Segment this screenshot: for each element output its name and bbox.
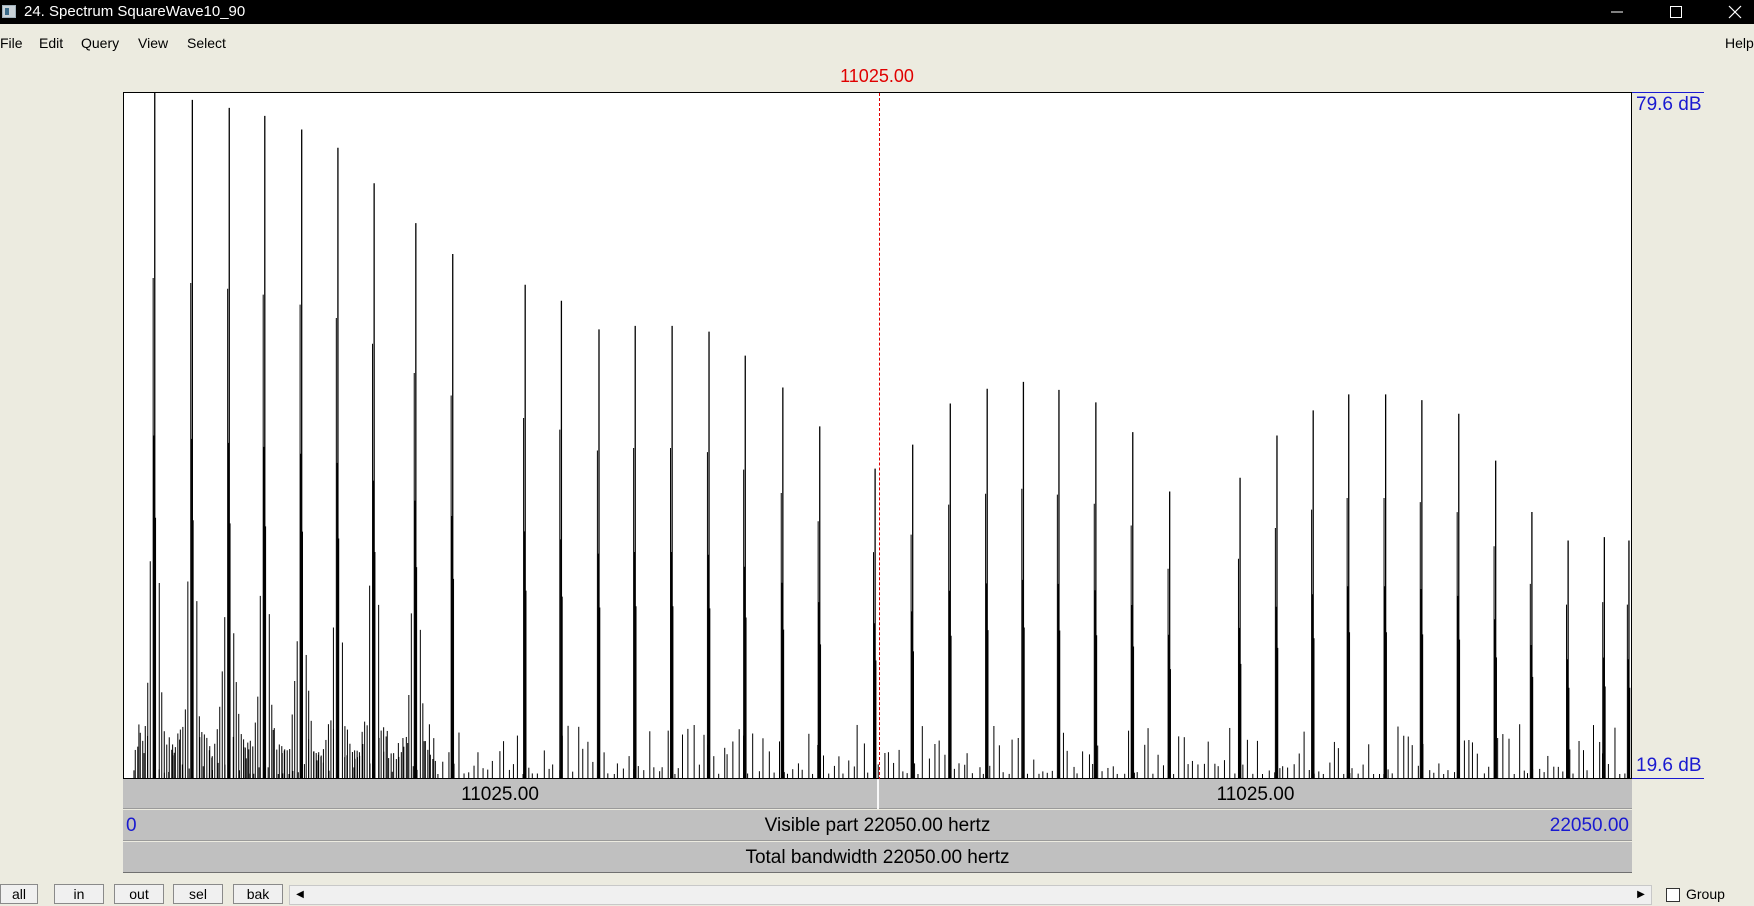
horizontal-scrollbar[interactable]: ◀ ▶ (289, 885, 1652, 905)
app-icon (2, 5, 16, 18)
visible-part-bar[interactable]: 0 Visible part 22050.00 hertz 22050.00 (123, 810, 1632, 841)
total-bandwidth-bar[interactable]: Total bandwidth 22050.00 hertz (123, 842, 1632, 873)
cursor-frequency-label: 11025.00 (840, 66, 914, 86)
menu-bar: File Edit Query View Select Help (0, 33, 1754, 55)
close-button[interactable] (1706, 0, 1754, 24)
zoom-back-button[interactable]: bak (233, 884, 283, 904)
total-bandwidth-label: Total bandwidth 22050.00 hertz (745, 847, 1010, 868)
menu-edit[interactable]: Edit (39, 35, 64, 51)
menu-view[interactable]: View (138, 35, 169, 51)
half-bandwidth-bar: 11025.00 11025.00 (123, 779, 1632, 809)
window-title: 24. Spectrum SquareWave10_90 (24, 3, 246, 20)
menu-file[interactable]: File (0, 35, 23, 51)
visible-end-label: 22050.00 (1549, 815, 1629, 836)
db-bottom-line (1632, 778, 1704, 779)
maximize-icon (1670, 6, 1682, 18)
scroll-left-arrow-icon[interactable]: ◀ (296, 889, 304, 900)
minimize-icon (1611, 11, 1623, 13)
db-bottom-label: 19.6 dB (1636, 755, 1702, 776)
menu-help[interactable]: Help (1725, 35, 1754, 51)
scroll-right-arrow-icon[interactable]: ▶ (1637, 889, 1645, 900)
db-top-label: 79.6 dB (1636, 94, 1702, 115)
close-icon (1728, 5, 1742, 19)
half-right-label[interactable]: 11025.00 (1216, 784, 1295, 805)
maximize-button[interactable] (1647, 0, 1705, 24)
group-checkbox[interactable] (1666, 888, 1680, 902)
cursor-line (879, 93, 880, 780)
menu-query[interactable]: Query (81, 35, 120, 51)
half-left-label[interactable]: 11025.00 (461, 784, 539, 805)
zoom-in-button[interactable]: in (54, 884, 104, 904)
bottom-toolbar: all in out sel bak ◀ ▶ Group (0, 881, 1754, 906)
db-top-line (1632, 92, 1704, 93)
zoom-selection-button[interactable]: sel (173, 884, 223, 904)
visible-start-label: 0 (126, 815, 137, 836)
spectrum-plot[interactable] (123, 92, 1632, 780)
spectrum-chart (133, 93, 1631, 778)
zoom-out-button[interactable]: out (114, 884, 164, 904)
visible-part-label: Visible part 22050.00 hertz (764, 815, 991, 836)
menu-select[interactable]: Select (187, 35, 226, 51)
zoom-all-button[interactable]: all (0, 884, 38, 904)
minimize-button[interactable] (1588, 0, 1646, 24)
title-bar: 24. Spectrum SquareWave10_90 (0, 0, 1754, 24)
group-label: Group (1686, 886, 1725, 902)
cursor-divider (877, 779, 879, 809)
